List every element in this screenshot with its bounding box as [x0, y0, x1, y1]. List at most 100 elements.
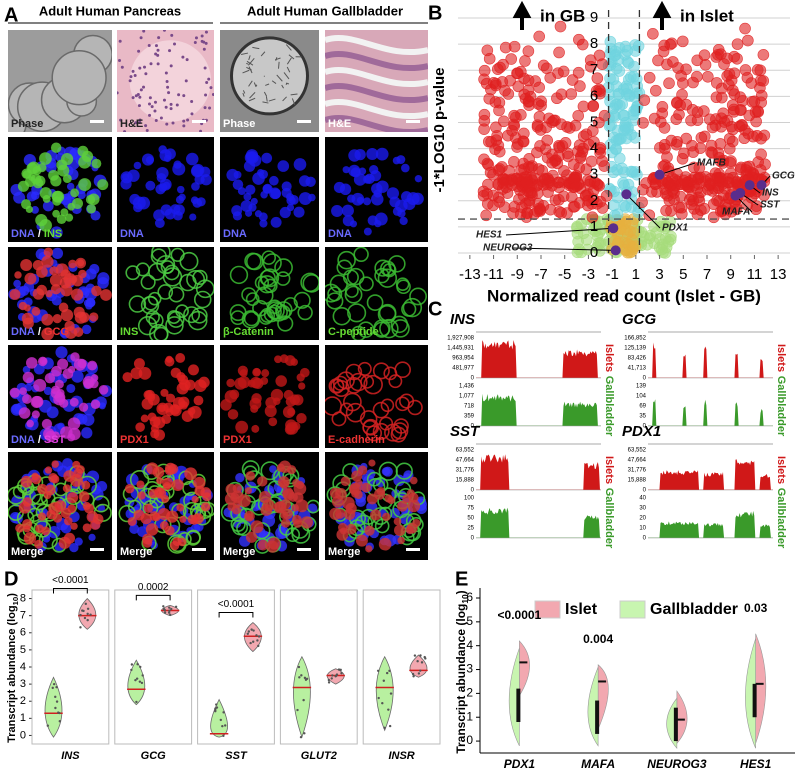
- cell: [86, 470, 100, 484]
- sample-dot: [303, 676, 307, 680]
- point-cloud: [541, 172, 554, 185]
- cell: [58, 536, 71, 549]
- cell: [74, 537, 83, 546]
- label-part: DNA: [328, 228, 352, 240]
- cell: [43, 247, 54, 257]
- cell: [187, 310, 208, 331]
- cell: [167, 534, 187, 554]
- nucleus: [147, 102, 151, 106]
- cell: [60, 284, 73, 297]
- point-cloud: [725, 120, 738, 133]
- point-cloud: [698, 130, 711, 143]
- split-violin: [755, 633, 767, 744]
- cell: [407, 499, 421, 513]
- nucleus: [193, 41, 197, 45]
- tile-label: Merge: [120, 546, 152, 558]
- cell: [64, 516, 73, 526]
- cell: [279, 354, 289, 363]
- cell: [195, 279, 214, 299]
- y-tick-label: 6: [20, 627, 26, 639]
- tissue-band: [325, 115, 428, 132]
- cell: [327, 286, 343, 302]
- cell: [365, 545, 373, 553]
- cell: [187, 514, 197, 525]
- sample-dot: [82, 609, 85, 613]
- cell: [143, 503, 154, 514]
- cell: [281, 518, 291, 528]
- point-label: PDX1: [662, 223, 689, 234]
- cell: [145, 310, 160, 325]
- point-cloud: [663, 77, 675, 90]
- cell: [353, 247, 369, 262]
- image-tile: [325, 345, 428, 448]
- cell: [49, 266, 59, 276]
- track-tick-label: 0: [471, 488, 475, 494]
- cell: [325, 283, 341, 303]
- nucleus: [143, 65, 147, 69]
- point-cloud: [524, 90, 537, 103]
- sample-dot: [252, 640, 255, 643]
- point-cloud: [533, 110, 546, 123]
- texture: [271, 80, 277, 84]
- cell: [69, 397, 79, 407]
- nucleus: [144, 72, 148, 76]
- track-tick-label: 63,552: [456, 448, 475, 454]
- tile-label: DNA / INS: [11, 228, 62, 240]
- cell: [51, 295, 62, 306]
- nucleus: [145, 129, 149, 132]
- cell: [341, 204, 354, 217]
- cell: [51, 247, 64, 259]
- cell: [191, 307, 208, 324]
- label-part: Merge: [11, 546, 43, 558]
- cell: [41, 313, 54, 326]
- cell: [390, 426, 407, 443]
- cell: [50, 142, 62, 153]
- y-tick-label: 1: [20, 712, 26, 724]
- point-cloud: [640, 177, 652, 189]
- nucleus: [138, 66, 142, 70]
- point-cloud: [656, 238, 669, 251]
- point-cloud: [703, 113, 716, 126]
- nucleus: [131, 96, 135, 100]
- y-tick-label: 8: [590, 35, 598, 52]
- cell: [342, 166, 350, 174]
- sample-dot: [134, 678, 137, 682]
- label-part: ): [454, 590, 468, 594]
- cell: [346, 267, 365, 286]
- nucleus: [156, 62, 160, 66]
- sample-dot: [255, 634, 258, 637]
- label-part: Merge: [120, 546, 152, 558]
- cell: [243, 160, 256, 172]
- cell: [77, 145, 89, 157]
- x-tick-label: 7: [703, 266, 711, 283]
- significance-bracket: [135, 594, 171, 601]
- sample-dot: [57, 711, 60, 714]
- cell: [64, 213, 74, 222]
- nucleus: [139, 36, 143, 40]
- sample-dot: [388, 669, 391, 673]
- cell: [157, 284, 174, 300]
- cell: [137, 196, 151, 210]
- point-cloud: [754, 64, 767, 77]
- nucleus: [173, 42, 177, 46]
- y-tick-label: 8: [20, 592, 26, 604]
- cell: [60, 208, 69, 217]
- cell: [39, 219, 52, 232]
- cell: [82, 413, 95, 426]
- track-tick-label: 1,445,931: [447, 346, 474, 352]
- track-tick-label: 30: [639, 506, 646, 512]
- sample-dot: [162, 605, 165, 608]
- point-cloud: [520, 211, 533, 223]
- image-tile: [8, 137, 112, 242]
- cell: [67, 417, 81, 430]
- split-violin: [519, 640, 530, 697]
- image-tile: [8, 452, 112, 560]
- sample-dot: [413, 654, 417, 657]
- cell: [78, 402, 89, 412]
- point-cloud: [553, 46, 565, 59]
- sample-dot: [54, 706, 57, 710]
- cell: [394, 361, 411, 379]
- point-cloud: [619, 40, 632, 53]
- track-tick-label: 0: [471, 424, 475, 430]
- panel-label: A: [4, 4, 18, 26]
